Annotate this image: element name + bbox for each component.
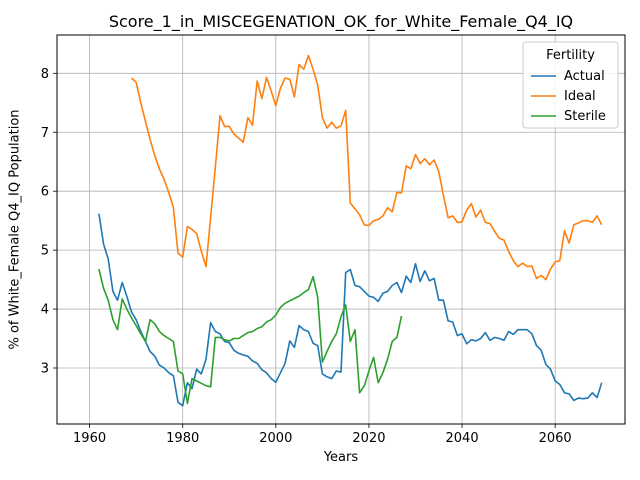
y-tick-label: 7 (41, 126, 49, 141)
x-tick-label: 2000 (259, 431, 292, 446)
y-axis-label: % of White_Female Q4_IQ Population (8, 109, 23, 349)
y-tick-label: 8 (41, 67, 49, 82)
legend-label-ideal: Ideal (564, 89, 596, 104)
y-tick-label: 5 (41, 244, 49, 259)
chart-title: Score_1_in_MISCEGENATION_OK_for_White_Fe… (109, 12, 573, 32)
x-tick-label: 2040 (446, 431, 479, 446)
legend-title: Fertility (546, 48, 595, 63)
series-line-sterile (98, 268, 403, 405)
x-axis-label: Years (323, 450, 359, 465)
legend-box (522, 41, 619, 129)
x-tick-label: 1980 (166, 431, 199, 446)
y-tick-label: 6 (41, 185, 49, 200)
x-tick-label: 1960 (73, 431, 106, 446)
axis-ticks: 1960 1980 2000 2020 2040 2060 3 4 5 6 7 8 (41, 67, 572, 446)
x-tick-label: 2020 (352, 431, 385, 446)
series-line-ideal (130, 54, 603, 281)
series-line-actual (98, 213, 603, 407)
y-tick-label: 4 (41, 303, 49, 318)
x-tick-label: 2060 (539, 431, 572, 446)
legend: Fertility Actual Ideal Sterile (522, 41, 619, 129)
legend-label-actual: Actual (564, 69, 605, 84)
legend-items: Actual Ideal Sterile (531, 69, 606, 124)
series-lines (98, 54, 603, 407)
plot-frame (56, 34, 626, 425)
grid (57, 35, 625, 424)
legend-label-sterile: Sterile (564, 109, 606, 124)
y-tick-label: 3 (41, 362, 49, 377)
